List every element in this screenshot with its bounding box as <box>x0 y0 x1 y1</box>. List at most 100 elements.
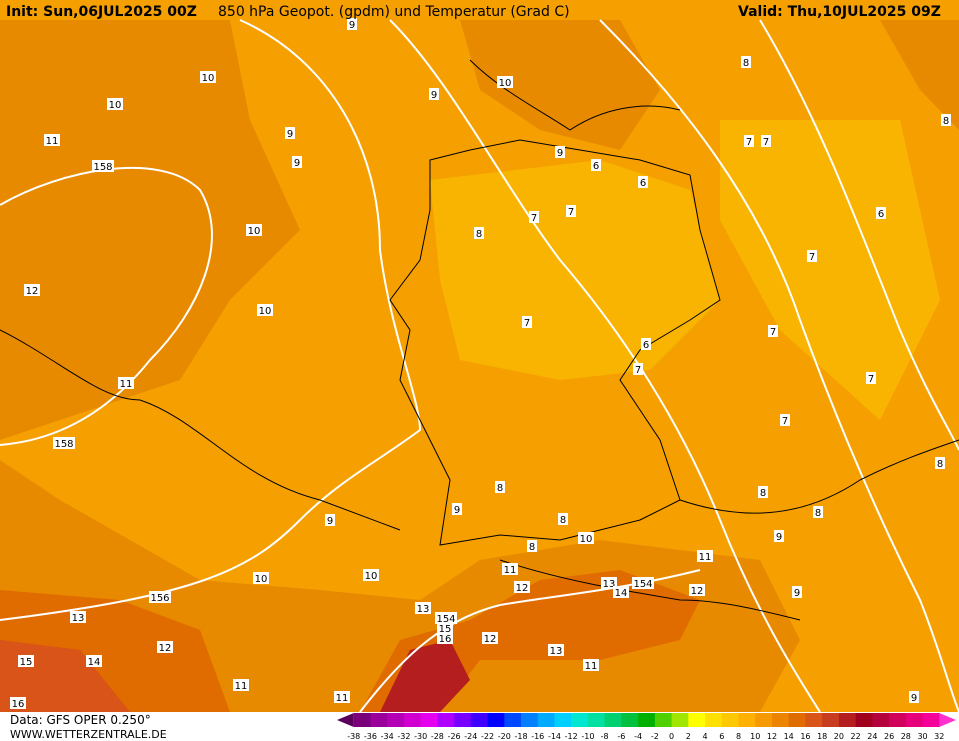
contour-label: 16 <box>12 699 25 710</box>
label-box <box>18 655 34 667</box>
contour-label: 7 <box>531 213 537 224</box>
colorbar-label: 10 <box>750 732 760 741</box>
colorbar-label: 26 <box>884 732 894 741</box>
colorbar-swatch <box>454 713 472 727</box>
warm-zone <box>0 20 300 440</box>
contour-label: 8 <box>815 508 821 519</box>
contour-label: 10 <box>202 73 215 84</box>
colorbar-swatch <box>420 713 438 727</box>
contour-label: 7 <box>524 318 530 329</box>
label-box <box>325 514 335 526</box>
colorbar-label: -6 <box>617 732 625 741</box>
label-box <box>941 114 951 126</box>
contour-label: 9 <box>431 90 437 101</box>
contour-label: 8 <box>760 488 766 499</box>
contour-label: 13 <box>603 579 616 590</box>
colorbar-label: -36 <box>364 732 377 741</box>
colorbar-swatch <box>755 713 773 727</box>
colorbar-swatch <box>504 713 522 727</box>
label-box <box>744 135 754 147</box>
warm-zone <box>460 20 660 150</box>
colorbar-label: 12 <box>767 732 777 741</box>
warm-zone <box>880 20 959 130</box>
contour-label: 14 <box>88 657 101 668</box>
contour-label: 6 <box>878 209 884 220</box>
label-box <box>429 88 439 100</box>
contour-label: 7 <box>782 416 788 427</box>
label-box <box>415 602 431 614</box>
colorbar-swatch <box>771 713 790 727</box>
colorbar-label: -26 <box>448 732 461 741</box>
label-box <box>253 572 269 584</box>
cool-zone <box>720 120 940 420</box>
colorbar-label: -34 <box>381 732 394 741</box>
label-box <box>285 127 295 139</box>
label-box <box>347 18 357 30</box>
label-box <box>92 160 114 172</box>
colorbar-label: 8 <box>736 732 741 741</box>
contour-label: 8 <box>497 483 503 494</box>
colorbar-label: 16 <box>800 732 810 741</box>
contour-label: 13 <box>72 613 85 624</box>
colorbar-swatch <box>521 713 539 727</box>
contour-label: 156 <box>150 593 169 604</box>
colorbar-label: 28 <box>901 732 911 741</box>
label-box <box>107 98 123 110</box>
contour-label: 7 <box>809 252 815 263</box>
contour-label: 8 <box>937 459 943 470</box>
label-box <box>292 156 302 168</box>
colorbar-swatch <box>487 713 505 727</box>
site-name: WWW.WETTERZENTRALE.DE <box>10 728 167 741</box>
label-box <box>578 532 594 544</box>
label-box <box>44 134 60 146</box>
contour-label: 11 <box>699 552 712 563</box>
label-box <box>257 304 273 316</box>
label-box <box>10 697 26 709</box>
contour-label: 11 <box>336 693 349 704</box>
contour-label: 14 <box>615 588 628 599</box>
colorbar-label: -28 <box>431 732 444 741</box>
label-box <box>200 71 216 83</box>
contour-label: 154 <box>436 614 455 625</box>
contour-label: 11 <box>504 565 517 576</box>
contour-label: 10 <box>259 306 272 317</box>
label-box <box>527 540 537 552</box>
label-box <box>118 377 134 389</box>
label-box <box>24 284 40 296</box>
label-box <box>641 338 651 350</box>
contour-label: 158 <box>93 162 112 173</box>
cool-zone <box>430 160 720 380</box>
colorbar-swatch <box>353 713 371 727</box>
label-box <box>558 513 568 525</box>
label-box <box>334 691 350 703</box>
contour-label: 9 <box>557 148 563 159</box>
colorbar-label: 20 <box>834 732 844 741</box>
colorbar-swatch <box>403 713 422 727</box>
hot-zone <box>380 640 470 712</box>
colorbar-swatch <box>838 713 857 727</box>
colorbar-label: 18 <box>817 732 827 741</box>
label-box <box>741 56 751 68</box>
colorbar-swatch <box>721 713 740 727</box>
contour-label: 11 <box>235 681 248 692</box>
label-box <box>233 679 249 691</box>
contour-label: 15 <box>20 657 33 668</box>
contour-label: 8 <box>529 542 535 553</box>
colorbar-swatch <box>788 713 806 727</box>
label-box <box>583 659 599 671</box>
label-box <box>807 250 817 262</box>
colorbar-label: -20 <box>498 732 511 741</box>
label-box <box>529 211 539 223</box>
colorbar-label: 14 <box>784 732 794 741</box>
contour-label: 11 <box>585 661 598 672</box>
label-box <box>935 457 945 469</box>
colorbar-label: -8 <box>601 732 609 741</box>
colorbar-arrow <box>337 713 354 727</box>
contour-label: 154 <box>633 579 652 590</box>
contour-label: 9 <box>911 693 917 704</box>
label-box <box>474 227 484 239</box>
label-box <box>613 586 629 598</box>
data-source: Data: GFS OPER 0.250° <box>10 713 151 727</box>
label-box <box>452 503 462 515</box>
contour-label: 8 <box>943 116 949 127</box>
